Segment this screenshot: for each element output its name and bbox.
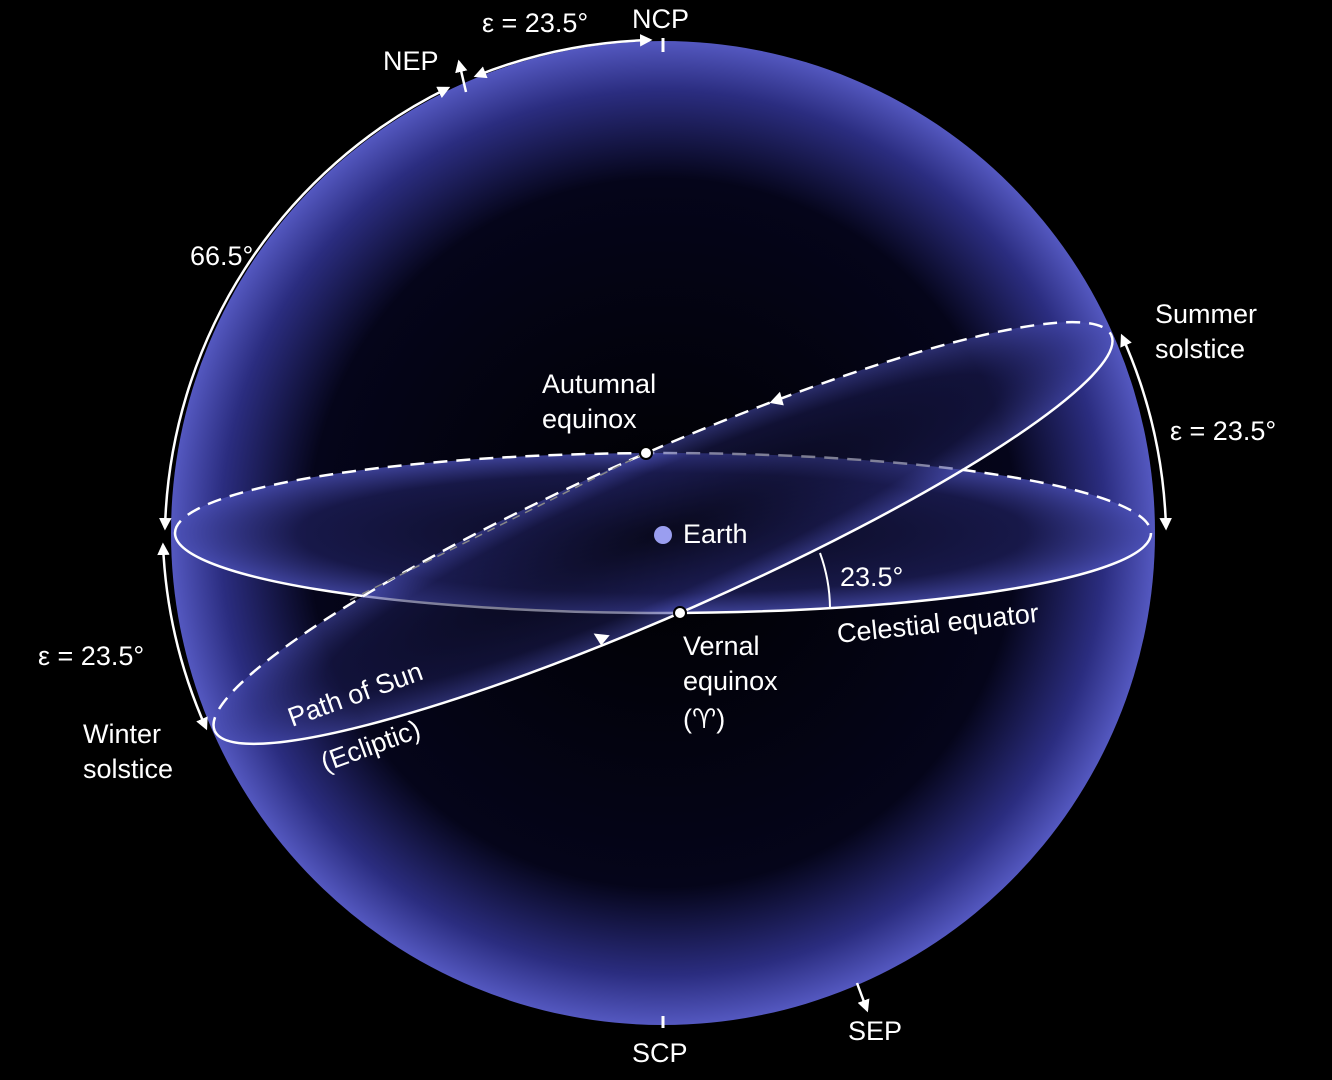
point-label: solstice xyxy=(1155,334,1245,364)
pole-label: NEP xyxy=(383,46,439,76)
angle-label: 66.5° xyxy=(190,241,253,271)
sep-arrow xyxy=(855,982,870,1013)
earth xyxy=(654,526,672,544)
pole-label: NCP xyxy=(632,4,689,34)
point-label: Summer xyxy=(1155,299,1257,329)
obliquity-arc-right xyxy=(1120,333,1172,531)
point-label: Winter xyxy=(83,719,161,749)
tilt-arc xyxy=(819,552,831,609)
obliquity-arc-top xyxy=(473,34,653,79)
colatitude-arc xyxy=(159,86,451,531)
point-label: equinox xyxy=(683,666,778,696)
autumnal-point xyxy=(639,446,653,460)
angle-label: ε = 23.5° xyxy=(1170,416,1276,446)
angle-label: ε = 23.5° xyxy=(38,641,144,671)
ecliptic-front xyxy=(213,334,1114,746)
point-label: equinox xyxy=(542,404,637,434)
angle-label: 23.5° xyxy=(840,562,903,592)
pole-label: SCP xyxy=(632,1038,688,1068)
earth-label: Earth xyxy=(683,519,748,549)
pole-label: SEP xyxy=(848,1016,902,1046)
point-label: Vernal xyxy=(683,631,760,661)
point-label: solstice xyxy=(83,754,173,784)
nep-arrow xyxy=(455,59,468,93)
direction-arrow xyxy=(769,391,784,406)
vernal-point xyxy=(673,606,687,620)
direction-arrow xyxy=(593,633,610,646)
point-label: Autumnal xyxy=(542,369,656,399)
obliquity-arc-left xyxy=(157,542,208,731)
point-label: (♈) xyxy=(683,704,725,734)
angle-label: ε = 23.5° xyxy=(482,8,588,38)
